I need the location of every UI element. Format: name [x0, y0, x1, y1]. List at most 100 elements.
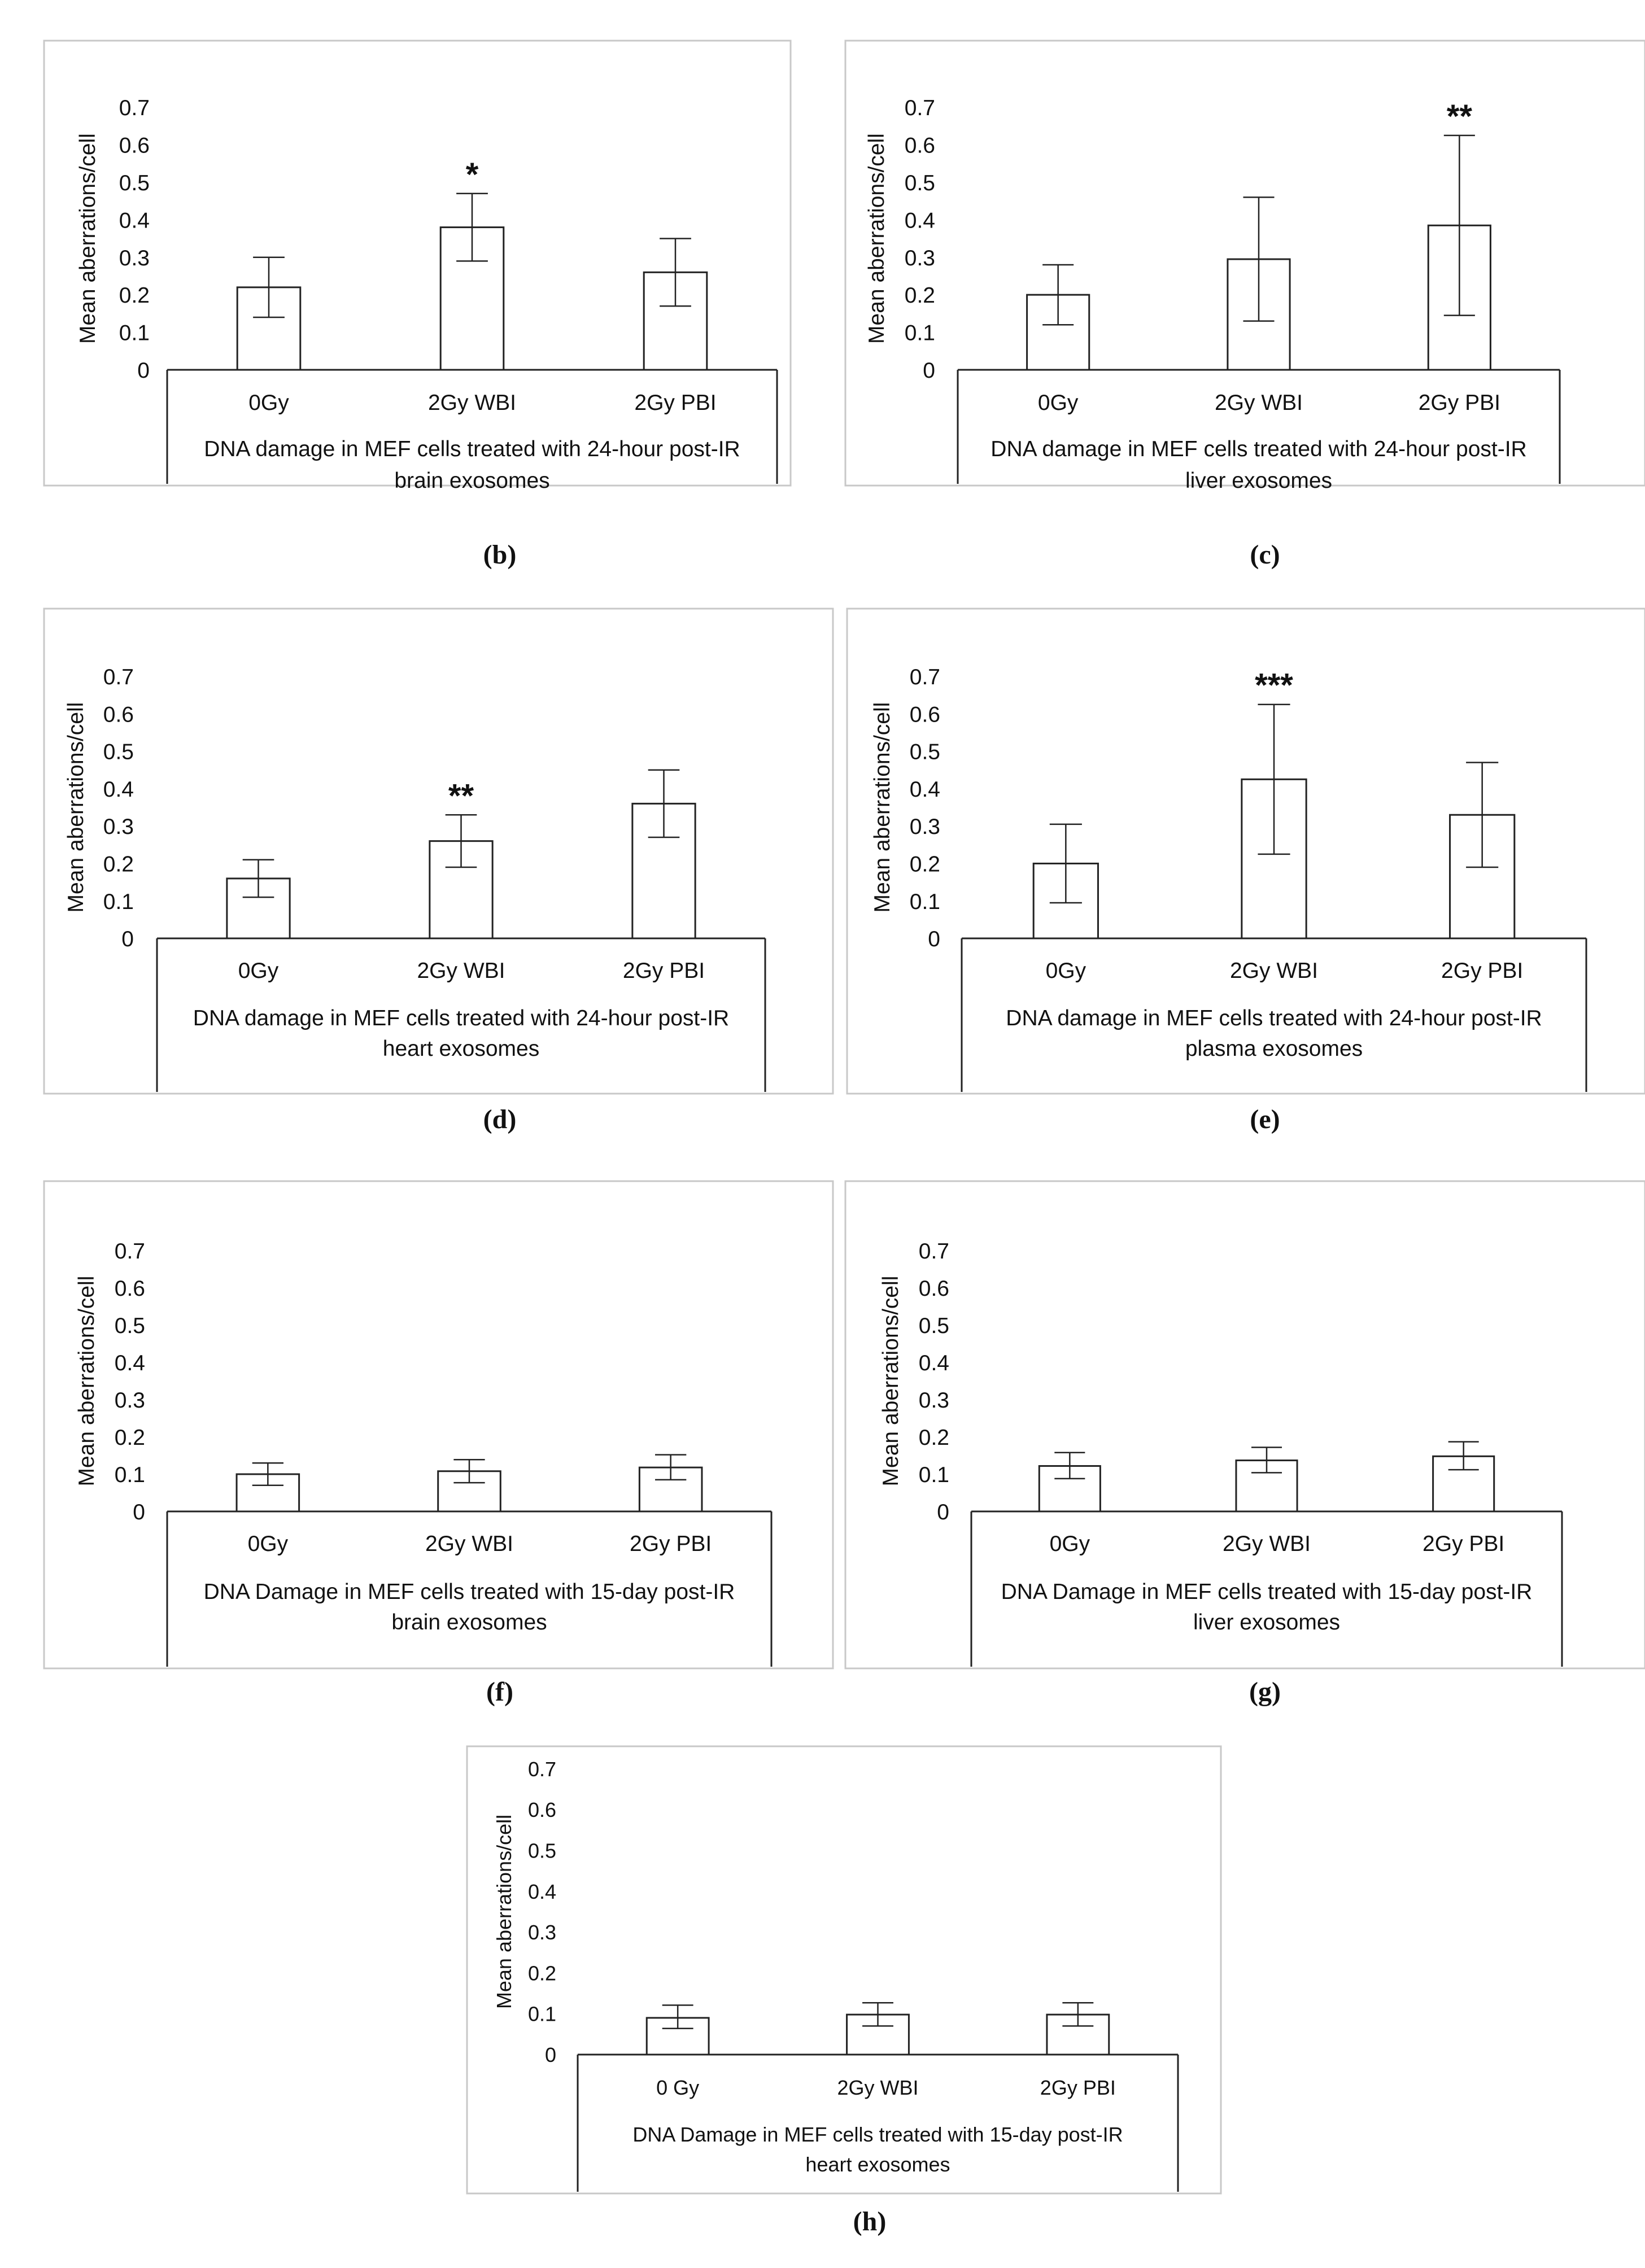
chart-panel-c: 0 0.1 0.2 0.3 0.4 0.5 0.6 0.7 Mean aberrations/c…	[844, 40, 1645, 570]
y-tick-label: 0.2	[905, 283, 935, 308]
y-tick-label: 0.5	[910, 740, 940, 764]
y-tick-label: 0.3	[528, 1921, 556, 1944]
y-tick-label: 0.2	[528, 1961, 556, 1985]
y-axis-label: Mean aberrations/cell	[865, 133, 889, 344]
category-label: 2Gy PBI	[1441, 959, 1523, 983]
x-axis-label-line2: brain exosomes	[391, 1610, 547, 1635]
category-label: 0Gy	[248, 1532, 289, 1556]
panel-frame	[466, 1745, 1222, 2195]
bar-h-0	[645, 2017, 710, 2056]
y-tick-label: 0	[545, 2043, 556, 2066]
panel-caption: (b)	[483, 540, 517, 570]
category-label: 2Gy PBI	[623, 959, 705, 983]
panel-caption: (c)	[1250, 540, 1280, 570]
y-tick-label: 0.6	[905, 133, 935, 158]
y-tick-label: 0.6	[919, 1277, 949, 1301]
y-tick-label: 0.1	[115, 1463, 145, 1487]
x-axis-label-line1: DNA Damage in MEF cells treated with 15-…	[632, 2123, 1123, 2146]
y-tick-label: 0.5	[905, 171, 935, 195]
y-tick-label: 0	[137, 359, 150, 383]
y-tick-label: 0.4	[905, 208, 935, 233]
category-label: 2Gy PBI	[634, 391, 716, 415]
x-axis-label-line2: plasma exosomes	[1185, 1037, 1363, 1061]
category-label: 0 Gy	[656, 2076, 699, 2099]
category-label: 0Gy	[1050, 1532, 1090, 1556]
chart-panel-d: 0 0.1 0.2 0.3 0.4 0.5 0.6 0.7 Mean aberrations/c…	[43, 608, 834, 1134]
category-label: 0Gy	[248, 391, 289, 415]
y-tick-label: 0.4	[103, 777, 134, 802]
x-axis-label-line1: DNA Damage in MEF cells treated with 15-…	[204, 1580, 735, 1604]
y-tick-label: 0.3	[103, 815, 134, 839]
x-axis-label-line1: DNA damage in MEF cells treated with 24-…	[1006, 1006, 1542, 1030]
y-axis-label: Mean aberrations/cell	[76, 133, 100, 344]
y-tick-label: 0.1	[103, 890, 134, 914]
panel-frame	[844, 1180, 1645, 1670]
y-tick-label: 0.7	[103, 665, 134, 689]
y-axis-label: Mean aberrations/cell	[75, 1276, 99, 1487]
category-label: 2Gy PBI	[1419, 391, 1500, 415]
y-tick-label: 0.7	[905, 96, 935, 120]
y-tick-label: 0.4	[119, 208, 150, 233]
y-tick-label: 0.2	[103, 852, 134, 876]
significance-mark: *	[466, 156, 479, 193]
chart-panel-f: 0 0.1 0.2 0.3 0.4 0.5 0.6 0.7 Mean aberrations/c…	[43, 1180, 834, 1707]
y-tick-label: 0.3	[905, 246, 935, 270]
y-tick-label: 0.5	[919, 1314, 949, 1338]
y-tick-label: 0.1	[905, 321, 935, 346]
chart-panel-b: 0 0.1 0.2 0.3 0.4 0.5 0.6 0.7 Mean aberrations/c…	[43, 40, 792, 570]
y-tick-label: 0.3	[119, 246, 150, 270]
chart-panel-e: 0 0.1 0.2 0.3 0.4 0.5 0.6 0.7 Mean aberrations/c…	[846, 608, 1645, 1134]
y-tick-label: 0.7	[919, 1239, 949, 1264]
y-tick-label: 0.6	[115, 1277, 145, 1301]
y-axis-label: Mean aberrations/cell	[879, 1276, 903, 1487]
y-tick-label: 0.7	[528, 1758, 556, 1781]
x-axis-label-line1: DNA damage in MEF cells treated with 24-…	[991, 437, 1526, 461]
panel-caption: (d)	[483, 1104, 517, 1134]
panel-caption: (h)	[853, 2206, 887, 2236]
y-tick-label: 0.1	[910, 890, 940, 914]
x-axis-label-line1: DNA damage in MEF cells treated with 24-…	[204, 437, 740, 461]
significance-mark: **	[448, 777, 474, 814]
significance-mark: ***	[1255, 667, 1293, 704]
category-label: 0Gy	[238, 959, 279, 983]
y-tick-label: 0.2	[119, 283, 150, 308]
y-tick-label: 0.1	[919, 1463, 949, 1487]
x-axis-label-line2: heart exosomes	[383, 1037, 539, 1061]
y-tick-label: 0.7	[910, 665, 940, 689]
y-axis-label: Mean aberrations/cell	[492, 1815, 516, 2009]
y-tick-label: 0.6	[119, 133, 150, 158]
y-tick-label: 0.2	[910, 852, 940, 876]
category-label: 2Gy WBI	[837, 2076, 918, 2099]
category-label: 2Gy PBI	[1423, 1532, 1504, 1556]
y-tick-label: 0.5	[528, 1839, 556, 1863]
y-tick-label: 0.2	[115, 1426, 145, 1450]
y-tick-label: 0	[937, 1500, 949, 1524]
category-label: 0Gy	[1046, 959, 1087, 983]
y-tick-label: 0.1	[119, 321, 150, 346]
category-label: 2Gy WBI	[1215, 391, 1303, 415]
category-label: 2Gy WBI	[417, 959, 505, 983]
y-tick-label: 0.3	[115, 1388, 145, 1413]
y-tick-label: 0.6	[103, 702, 134, 727]
y-tick-label: 0	[923, 359, 935, 383]
y-tick-label: 0.6	[910, 702, 940, 727]
category-label: 2Gy PBI	[630, 1532, 712, 1556]
y-tick-label: 0.6	[528, 1798, 556, 1821]
chart-panel-g: 0 0.1 0.2 0.3 0.4 0.5 0.6 0.7 Mean aberrations/c…	[844, 1180, 1645, 1707]
x-axis-label-line2: brain exosomes	[394, 469, 549, 493]
x-axis-label-line2: liver exosomes	[1193, 1610, 1340, 1635]
y-tick-label: 0.3	[919, 1388, 949, 1413]
y-tick-label: 0.7	[119, 96, 150, 120]
category-label: 2Gy WBI	[1230, 959, 1318, 983]
y-tick-label: 0.4	[115, 1351, 145, 1375]
y-tick-label: 0.5	[115, 1314, 145, 1338]
y-tick-label: 0.4	[919, 1351, 949, 1375]
y-axis-label: Mean aberrations/cell	[64, 702, 88, 913]
y-tick-label: 0.1	[528, 2003, 556, 2026]
panel-caption: (g)	[1249, 1677, 1281, 1707]
y-axis-label: Mean aberrations/cell	[870, 702, 895, 913]
chart-panel-h: 0 0.1 0.2 0.3 0.4 0.5 0.6 0.7 Mean aberrations/c…	[466, 1745, 1222, 2236]
significance-mark: **	[1447, 98, 1473, 135]
panel-frame	[844, 40, 1645, 487]
